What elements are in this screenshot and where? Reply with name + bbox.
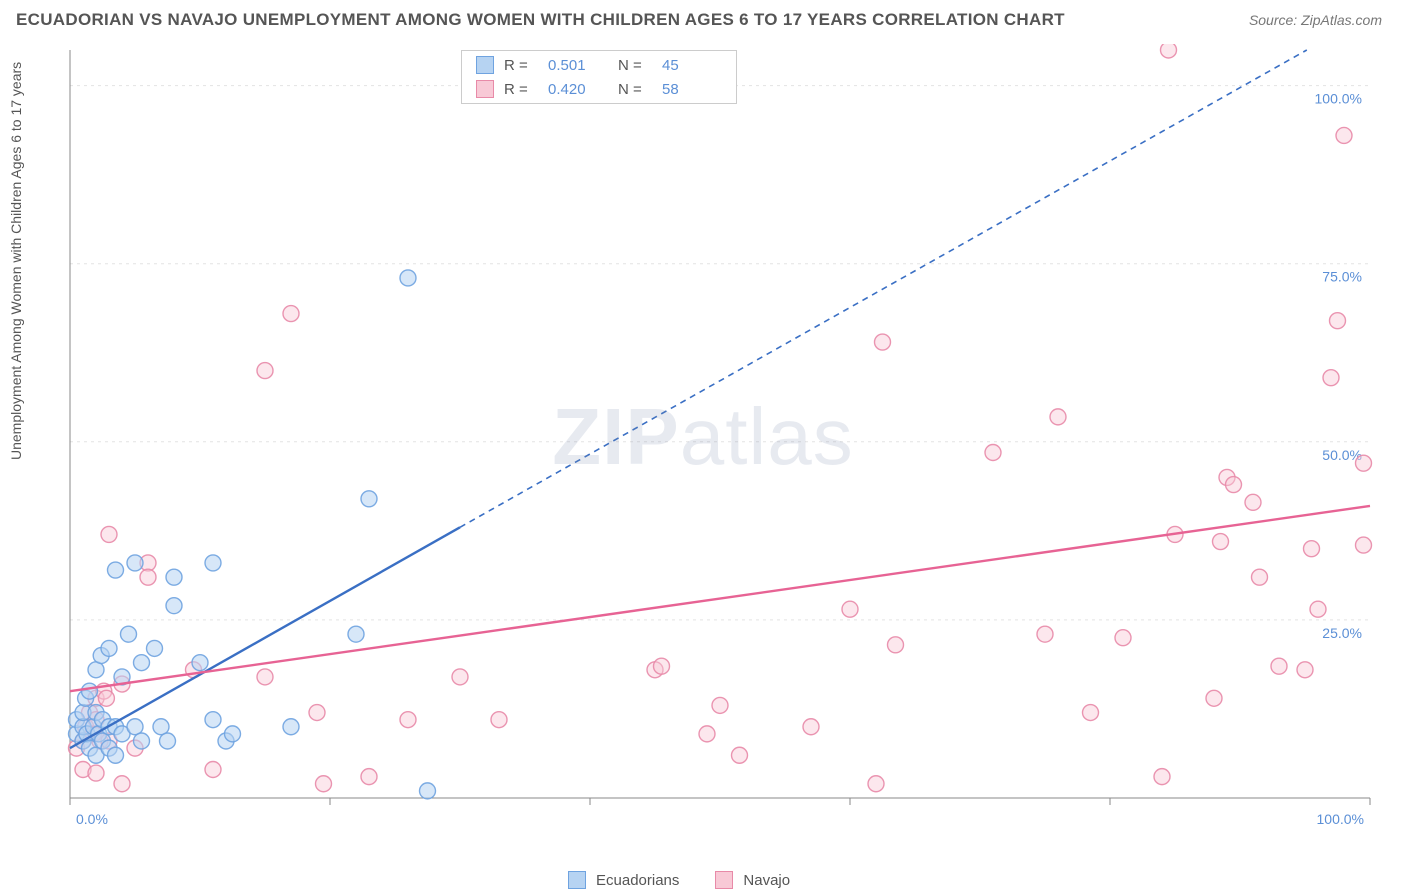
legend-row-navajo: R = 0.420 N = 58 [462, 77, 736, 101]
legend-item-navajo: Navajo [715, 871, 790, 889]
scatter-chart: 25.0%50.0%75.0%100.0%0.0%100.0% [52, 44, 1382, 836]
legend-row-ecuadorians: R = 0.501 N = 45 [462, 53, 736, 77]
swatch-ecuadorians [568, 871, 586, 889]
source-label: Source: ZipAtlas.com [1249, 12, 1382, 28]
correlation-legend: R = 0.501 N = 45 R = 0.420 N = 58 [461, 50, 737, 104]
swatch-navajo [715, 871, 733, 889]
y-axis-label: Unemployment Among Women with Children A… [8, 62, 24, 460]
svg-text:0.0%: 0.0% [76, 811, 108, 827]
svg-text:100.0%: 100.0% [1317, 811, 1364, 827]
swatch-navajo [476, 80, 494, 98]
legend-item-ecuadorians: Ecuadorians [568, 871, 679, 889]
title-bar: ECUADORIAN VS NAVAJO UNEMPLOYMENT AMONG … [0, 0, 1406, 38]
series-legend: Ecuadorians Navajo [568, 871, 790, 889]
swatch-ecuadorians [476, 56, 494, 74]
svg-text:25.0%: 25.0% [1322, 625, 1362, 641]
svg-text:100.0%: 100.0% [1315, 91, 1362, 107]
svg-text:75.0%: 75.0% [1322, 269, 1362, 285]
chart-title: ECUADORIAN VS NAVAJO UNEMPLOYMENT AMONG … [16, 10, 1065, 30]
chart-area: 25.0%50.0%75.0%100.0%0.0%100.0% [52, 44, 1382, 836]
